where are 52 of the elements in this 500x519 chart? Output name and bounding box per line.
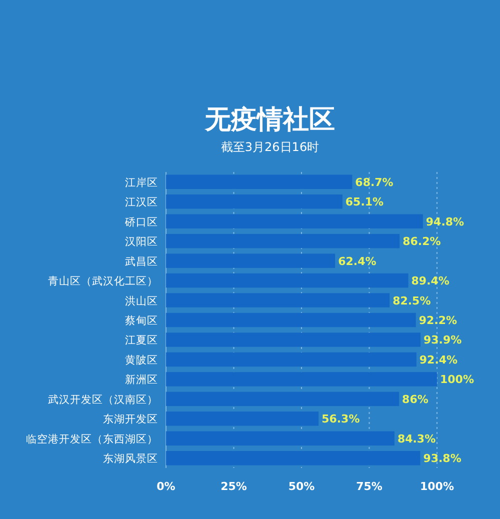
bar bbox=[166, 234, 400, 248]
y-tick-label: 江汉区 bbox=[125, 196, 158, 209]
y-tick-label: 东湖开发区 bbox=[103, 412, 158, 426]
x-tick-label: 100% bbox=[420, 480, 454, 493]
data-label: 68.7% bbox=[355, 176, 394, 189]
data-label: 93.9% bbox=[423, 334, 462, 347]
y-tick-label: 武汉开发区（汉南区） bbox=[48, 392, 158, 406]
data-label: 84.3% bbox=[397, 432, 436, 446]
y-tick-label: 黄陂区 bbox=[125, 353, 158, 366]
data-label: 65.1% bbox=[345, 196, 384, 209]
y-tick-label: 临空港开发区（东西湖区） bbox=[26, 432, 158, 446]
bar bbox=[166, 174, 352, 189]
data-label: 89.4% bbox=[411, 274, 450, 288]
x-tick-label: 0% bbox=[156, 480, 176, 493]
data-label: 100% bbox=[440, 373, 474, 386]
y-tick-label: 青山区（武汉化工区） bbox=[48, 274, 158, 288]
data-label: 82.5% bbox=[392, 294, 431, 308]
bar bbox=[166, 194, 342, 209]
y-tick-label: 武昌区 bbox=[125, 254, 158, 268]
bar bbox=[166, 312, 416, 328]
bar bbox=[166, 254, 336, 268]
y-tick-label: 新洲区 bbox=[125, 373, 158, 386]
bar bbox=[166, 352, 416, 367]
y-tick-label: 硚口区 bbox=[124, 216, 158, 228]
y-tick-label: 蔡甸区 bbox=[125, 314, 158, 327]
data-label: 86.2% bbox=[402, 235, 441, 248]
data-label: 86% bbox=[402, 392, 428, 406]
bar bbox=[166, 332, 420, 347]
data-label: 92.2% bbox=[418, 314, 458, 327]
x-tick-label: 25% bbox=[220, 480, 247, 493]
bar bbox=[166, 451, 420, 466]
y-tick-label: 东湖风景区 bbox=[103, 452, 158, 466]
bar bbox=[166, 214, 423, 228]
chart-title: 无疫情社区 bbox=[204, 105, 335, 135]
data-label: 94.8% bbox=[426, 215, 464, 228]
bar bbox=[166, 392, 400, 406]
bar bbox=[166, 273, 408, 288]
data-label: 93.8% bbox=[423, 452, 462, 466]
bar bbox=[166, 431, 394, 446]
data-label: 92.4% bbox=[419, 353, 458, 366]
bar bbox=[166, 293, 390, 308]
y-tick-label: 江岸区 bbox=[125, 176, 158, 189]
chart-subtitle: 截至3月26日16时 bbox=[220, 140, 320, 154]
x-tick-label: 75% bbox=[356, 480, 382, 493]
y-tick-label: 江夏区 bbox=[125, 334, 158, 347]
bar bbox=[166, 372, 437, 386]
y-tick-label: 洪山区 bbox=[125, 294, 158, 308]
bar bbox=[166, 412, 319, 426]
data-label: 56.3% bbox=[322, 412, 360, 426]
y-tick-label: 汉阳区 bbox=[125, 236, 158, 248]
x-tick-label: 50% bbox=[288, 480, 315, 493]
data-label: 62.4% bbox=[338, 254, 376, 268]
